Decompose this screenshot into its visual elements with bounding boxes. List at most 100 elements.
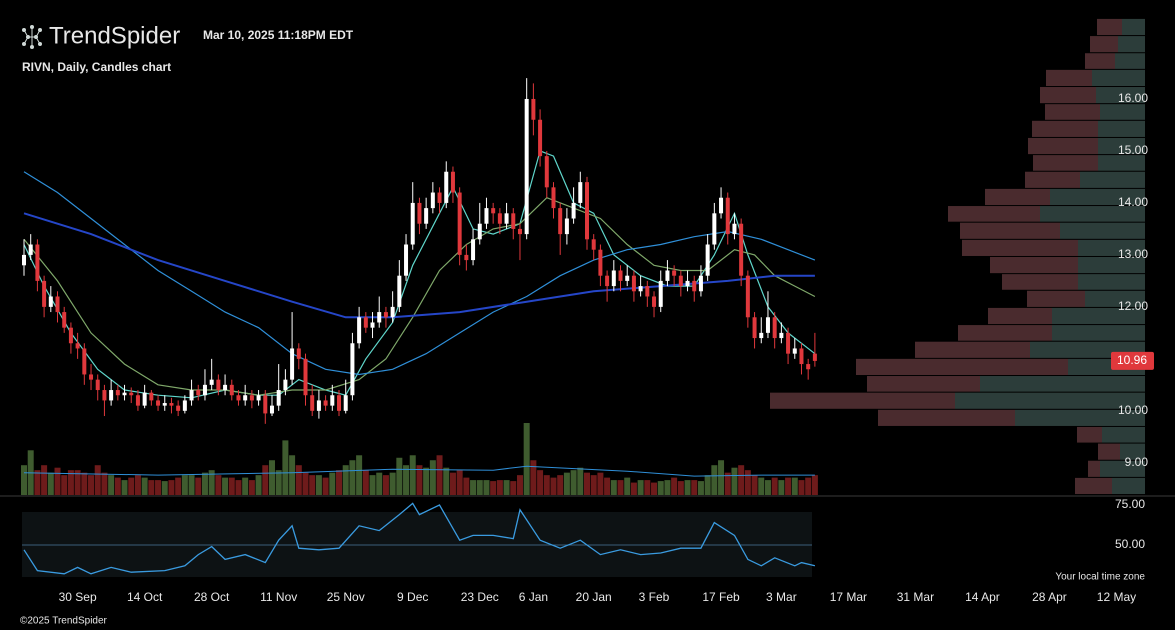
candle-body [477,223,482,240]
candle-body [296,348,301,359]
profile-bar [1040,206,1145,222]
candle-body [799,348,804,365]
volume-bar [67,470,74,495]
volume-bar [88,475,95,495]
candle-body [511,213,516,229]
candle-body [645,286,650,297]
x-tick-label: 3 Mar [766,590,797,604]
volume-bar [530,460,537,495]
profile-bar [1015,409,1145,426]
volume-bar [54,467,61,495]
volume-bar [550,477,557,495]
candle-body [182,400,187,411]
x-tick-label: 14 Oct [127,590,163,604]
profile-bar [990,256,1078,274]
volume-bar [704,475,711,495]
candle-body [236,395,241,401]
volume-bar [751,475,758,495]
volume-bar [362,470,369,495]
profile-bar [1027,290,1085,307]
candle-body [249,395,254,401]
copyright: ©2025 TrendSpider [20,616,108,627]
y-tick-label: 10.00 [1118,403,1148,417]
volume-bar [470,480,477,495]
volume-bar [342,465,349,495]
volume-bar [188,475,195,495]
profile-bar [1102,426,1145,443]
volume-bar [61,475,68,495]
candle-body [571,202,576,219]
candle-body [598,249,603,276]
candle-body [564,218,569,235]
volume-bar [81,472,88,495]
candle-body [390,306,395,318]
y-tick-label: 13.00 [1118,247,1148,261]
volume-bar [456,470,463,495]
x-tick-label: 25 Nov [327,590,365,604]
candle-body [618,270,623,281]
candle-body [109,390,114,401]
volume-bar [155,480,162,495]
x-tick-label: 17 Feb [702,590,740,604]
candle-body [450,171,455,193]
candle-body [350,343,355,396]
profile-bar [1046,69,1092,87]
candle-body [269,405,274,414]
candle-body [786,332,791,354]
volume-bar [47,472,54,495]
timezone-note: Your local time zone [1055,572,1145,583]
profile-bar [980,376,1145,392]
profile-bar [1028,137,1098,155]
chart-title: RIVN, Daily, Candles chart [22,60,171,74]
rsi-line [23,502,816,575]
volume-bar [382,475,389,495]
volume-bar [108,475,115,495]
candle-body [256,395,261,401]
profile-bar [1002,274,1078,290]
candle-body [705,244,710,276]
volume-bar [630,482,637,495]
volume-bar [617,480,624,495]
profile-bar [856,358,1068,376]
volume-bar [436,455,443,495]
candle-body [424,208,429,224]
volume-bar [657,481,664,495]
candle-body [115,390,120,396]
candle-body [370,322,375,328]
candle-body [652,296,657,307]
volume-bar [744,470,751,495]
volume-bar [476,480,483,495]
candle-body [276,390,281,406]
candle-body [323,400,328,406]
profile-bar [1033,155,1098,171]
candle-body [558,208,563,235]
profile-bar [1098,155,1145,171]
candle-body [337,395,342,411]
candle-body [806,364,811,370]
volume-bar [329,472,336,495]
rsi-tick-label: 50.00 [1115,537,1145,551]
candle-body [625,275,630,281]
volume-bar [215,475,222,495]
candle-body [383,312,388,318]
profile-bar [1078,239,1145,256]
profile-bar [1025,171,1080,188]
candle-body [698,275,703,292]
volume-bar [711,465,718,495]
candle-body [792,348,797,354]
volume-bar [624,477,631,495]
candle-body [62,312,67,328]
profile-bar [1052,307,1145,325]
candle-body [491,208,496,214]
x-tick-label: 30 Sep [59,590,97,604]
volume-bar [537,470,544,495]
volume-bar [697,481,704,495]
volume-bar [376,472,383,495]
volume-bar [235,480,242,495]
candle-body [417,202,422,224]
candle-body [591,239,596,250]
candle-body [745,275,750,318]
volume-bar [758,477,765,495]
candle-body [665,270,670,281]
candle-body [605,275,610,287]
